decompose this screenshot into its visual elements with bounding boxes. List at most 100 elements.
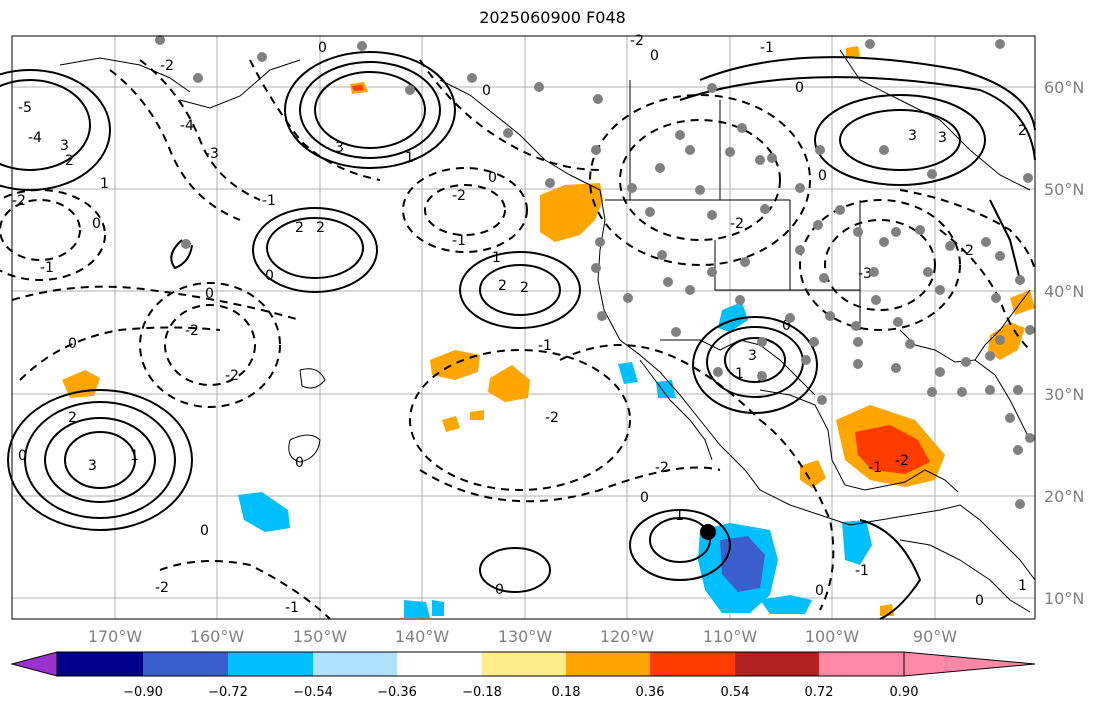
lon-label-170w: 170°W [88,627,143,646]
contour-label: 0 [205,286,214,302]
contour-label: -1 [285,600,299,616]
lon-label-90w: 90°W [913,627,957,646]
contour-label: 2 [295,220,304,236]
shaded-strong-positive [352,85,930,474]
contour-label: 2 [1018,123,1027,139]
contour-label: -1 [760,40,774,56]
colorbar-segment [819,652,904,676]
colorbar-tick-label: 0.36 [636,685,665,700]
colorbar-tick-label: −0.36 [377,685,417,700]
lat-label-10n: 10°N [1044,589,1084,608]
contour-label: 1 [130,448,139,464]
colorbar-segment [143,652,228,676]
contour-label: 1 [100,176,109,192]
contour-label: -3 [205,146,219,162]
colorbar-tick-label: −0.90 [123,685,163,700]
contour-label: 0 [482,83,491,99]
contour-label: 1 [735,366,744,382]
contour-label: 0 [975,593,984,609]
contour-label: 3 [335,140,344,156]
contour-label: 1 [492,250,501,266]
lon-label-140w: 140°W [395,627,450,646]
contour-label: -2 [960,243,974,259]
colorbar-extend-right [903,651,1036,677]
contour-label: 2 [498,278,507,294]
storm-marker [700,524,716,540]
contour-label: -2 [630,33,644,49]
dashed-contours [0,59,1036,620]
station-dots [155,35,1035,509]
contour-label: 0 [495,582,504,598]
contour-label: 2 [520,280,529,296]
contour-label: 2 [68,410,77,426]
contour-label: -2 [655,460,669,476]
contour-label: -1 [868,460,882,476]
colorbar-tick-label: 0.72 [805,685,834,700]
contour-label: 0 [295,455,304,471]
colorbar-tick-label: 0.90 [890,685,919,700]
contour-label: -2 [895,453,909,469]
lon-label-110w: 110°W [703,627,758,646]
lat-label-30n: 30°N [1044,385,1084,404]
colorbar-segment [735,652,819,676]
contour-labels: 3 1 2 2 0 2 2 1 -2 -1 0 2 3 1 0 0 -2 -1 … [12,33,1027,616]
contour-label: 0 [92,216,101,232]
lon-label-130w: 130°W [498,627,553,646]
lat-label-40n: 40°N [1044,282,1084,301]
colorbar-segment [228,652,313,676]
contour-label: 3 [748,348,757,364]
colorbar-tick-label: 0.18 [552,685,581,700]
contour-label: 3 [938,130,947,146]
lat-label-50n: 50°N [1044,180,1084,199]
contour-label: 0 [318,40,327,56]
colorbar-tick-label: −0.18 [462,685,502,700]
colorbar-segment [482,652,566,676]
contour-label: 3 [88,458,97,474]
contour-label: 0 [640,490,649,506]
contour-label: 0 [265,268,274,284]
lon-label-150w: 150°W [293,627,348,646]
contour-label: -3 [858,266,872,282]
contour-label: -2 [452,188,466,204]
zero-contours [288,368,326,463]
contour-label: 0 [200,523,209,539]
solid-contours [0,51,1036,620]
lat-label-20n: 20°N [1044,487,1084,506]
contour-label: 0 [488,170,497,186]
contour-label: 0 [650,48,659,64]
contour-label: -4 [180,118,194,134]
contour-label: -5 [18,100,32,116]
colorbar-segment [650,652,735,676]
colorbar-segment [566,652,650,676]
lon-label-160w: 160°W [190,627,245,646]
contour-label: -1 [538,338,552,354]
contour-label: 0 [68,336,77,352]
colorbar-frame [56,651,905,677]
contour-label: 0 [18,448,27,464]
contour-label: 0 [818,168,827,184]
contour-label: 3 [60,138,69,154]
lon-label-120w: 120°W [600,627,655,646]
longitude-labels: 170°W 160°W 150°W 140°W 130°W 120°W 110°… [88,627,957,646]
contour-label: -1 [262,193,276,209]
colorbar [10,651,1036,677]
contour-label: -2 [155,580,169,596]
colorbar-extend-left [10,651,58,677]
contour-label: 2 [316,220,325,236]
colorbar-segment [397,652,482,676]
contour-label: 3 [908,128,917,144]
plot-frame [11,35,1036,620]
contour-label: 0 [815,583,824,599]
contour-label: 1 [675,508,684,524]
contour-label: -2 [160,58,174,74]
contour-label: -1 [40,260,54,276]
contour-label: 0 [795,80,804,96]
colorbar-tick-labels: −0.90 −0.72 −0.54 −0.36 −0.18 0.18 0.36 … [123,685,918,700]
coastlines [59,49,1036,613]
contour-label: -2 [185,323,199,339]
colorbar-segment [57,652,143,676]
lon-label-100w: 100°W [805,627,860,646]
colorbar-segment [313,652,397,676]
contour-label: -2 [545,410,559,426]
